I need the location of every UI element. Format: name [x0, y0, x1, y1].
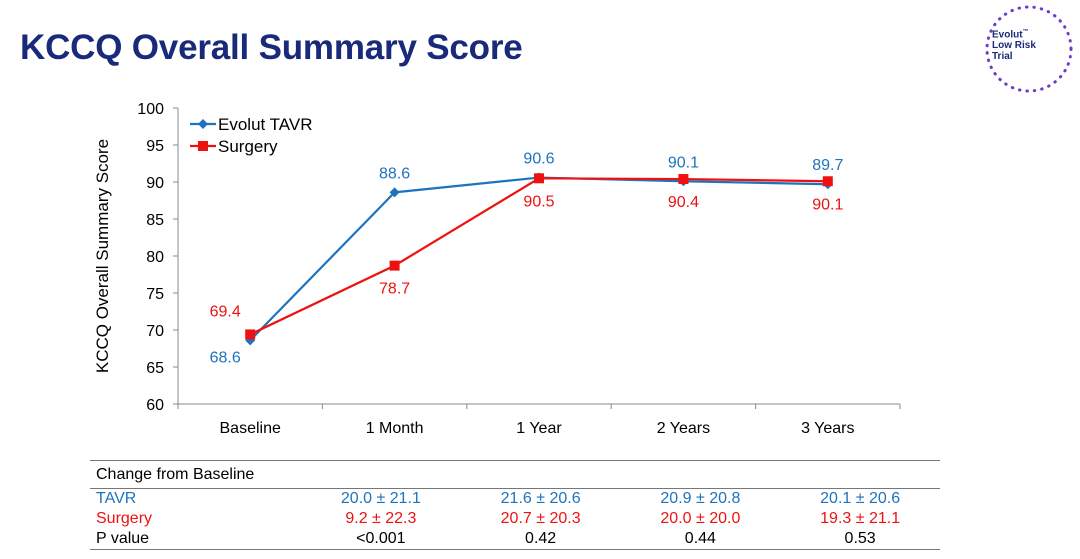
y-tick-label: 80: [146, 249, 164, 266]
table-cell: 20.1 ± 20.6: [780, 488, 940, 509]
x-tick-label: 2 Years: [657, 420, 710, 437]
y-tick-label: 75: [146, 286, 164, 303]
legend-label-tavr: Evolut TAVR: [218, 115, 312, 134]
data-label-surgery: 90.5: [523, 193, 554, 210]
table-cell: 0.44: [620, 529, 781, 550]
legend-marker-tavr: [198, 119, 208, 129]
y-tick-label: 60: [146, 397, 164, 414]
line-chart: 60 65 70 75 80 85 90 95 100 Baseline 1 Month 1 Year…: [93, 101, 901, 437]
table-header: Change from Baseline: [90, 460, 940, 489]
row-label-surgery: Surgery: [96, 510, 153, 527]
logo-line-2: Low Risk: [992, 40, 1036, 52]
logo-trademark: ™: [1022, 29, 1029, 35]
table-row-p-value: P value <0.001 0.42 0.44 0.53: [90, 529, 940, 550]
table-row-surgery: Surgery 9.2 ± 22.3 20.7 ± 20.3 20.0 ± 20…: [90, 509, 940, 529]
x-tick-label: 1 Month: [366, 420, 424, 437]
data-label-tavr: 90.1: [668, 154, 699, 171]
data-label-surgery: 90.1: [812, 196, 843, 213]
table-cell: 21.6 ± 20.6: [460, 488, 621, 509]
row-label-p-value: P value: [90, 529, 301, 550]
y-tick-label: 85: [146, 212, 164, 229]
data-label-surgery: 78.7: [379, 281, 410, 298]
table-row-tavr: TAVR 20.0 ± 21.1 21.6 ± 20.6 20.9 ± 20.8…: [90, 488, 940, 509]
x-tick-label: 3 Years: [801, 420, 854, 437]
y-tick-label: 65: [146, 360, 164, 377]
x-tick-label: 1 Year: [516, 420, 562, 437]
y-tick-label: 95: [146, 138, 164, 155]
y-tick-label: 70: [146, 323, 164, 340]
data-point-surgery: [534, 173, 544, 184]
legend-marker-surgery: [198, 141, 208, 151]
trial-logo: Evolut™ Low Risk Trial: [982, 2, 1076, 96]
data-label-tavr: 68.6: [210, 349, 241, 366]
data-label-surgery: 69.4: [210, 303, 241, 320]
table-cell: 20.9 ± 20.8: [620, 488, 781, 509]
table-cell: 0.42: [460, 529, 621, 550]
x-tick-label: Baseline: [220, 420, 281, 437]
table-cell: 9.2 ± 22.3: [345, 510, 417, 527]
data-point-surgery: [822, 176, 833, 187]
logo-line-3: Trial: [992, 51, 1013, 63]
y-tick-label: 90: [146, 175, 164, 192]
table-cell: 20.0 ± 20.0: [660, 510, 741, 527]
logo-line-1: Evolut: [992, 29, 1023, 41]
data-label-tavr: 88.6: [379, 165, 410, 182]
data-point-surgery: [245, 329, 256, 340]
data-label-tavr: 89.7: [812, 157, 843, 174]
table-cell: 20.0 ± 21.1: [301, 488, 461, 509]
data-point-surgery: [678, 174, 689, 185]
change-from-baseline-table: Change from Baseline TAVR 20.0 ± 21.1 21…: [90, 460, 940, 550]
legend-label-surgery: Surgery: [218, 137, 278, 156]
dotted-circle-icon: [985, 5, 1073, 93]
table-cell: 19.3 ± 21.1: [820, 510, 901, 527]
data-label-tavr: 90.6: [523, 151, 554, 168]
row-label-tavr: TAVR: [90, 488, 301, 509]
y-axis-label: KCCQ Overall Summary Score: [93, 139, 112, 373]
slide-title: KCCQ Overall Summary Score: [20, 28, 523, 67]
logo-text: Evolut™ Low Risk Trial: [992, 27, 1036, 62]
data-label-surgery: 90.4: [668, 194, 699, 211]
table-cell: <0.001: [301, 529, 461, 550]
y-tick-label: 100: [137, 101, 164, 118]
table-cell: 20.7 ± 20.3: [500, 510, 581, 527]
data-point-tavr: [389, 187, 400, 198]
data-point-surgery: [389, 260, 400, 271]
table-cell: 0.53: [780, 529, 940, 550]
table-header-row: Change from Baseline: [90, 460, 940, 489]
